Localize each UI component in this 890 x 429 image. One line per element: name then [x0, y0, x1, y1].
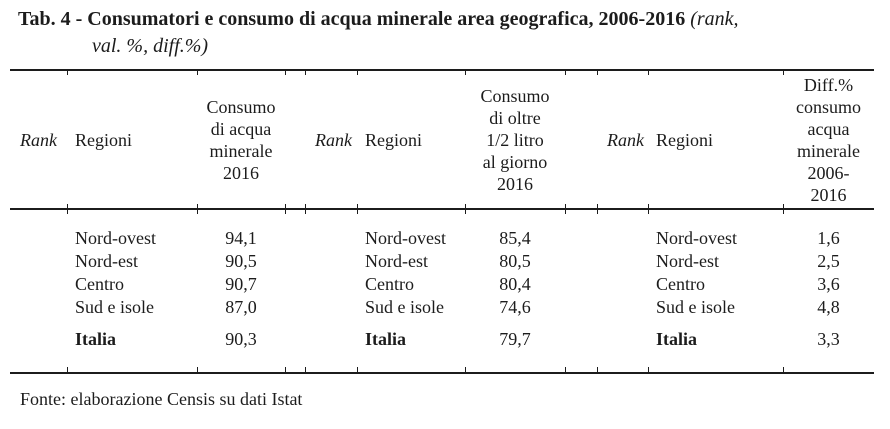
value-cell: 2,5 — [817, 251, 840, 271]
header-row: Rank Regioni Consumo di acqua minerale 2… — [10, 69, 874, 210]
rank-cell — [305, 296, 357, 319]
table-title: Tab. 4 - Consumatori e consumo di acqua … — [0, 0, 890, 60]
region-cell: Nord-ovest — [648, 209, 783, 250]
data-table: Rank Regioni Consumo di acqua minerale 2… — [10, 69, 874, 374]
region-cell: Sud e isole — [656, 297, 735, 317]
data-row: Nord-est 90,5 Nord-est 80,5 Nord-est 2,5 — [10, 250, 874, 273]
rank-cell — [10, 273, 67, 296]
region-cell: Centro — [365, 274, 414, 294]
column-spacer — [565, 273, 597, 296]
region-cell: Nord-est — [365, 251, 428, 271]
rank-cell — [597, 250, 648, 273]
total-region-cell: Italia — [67, 319, 197, 374]
rank-cell — [597, 209, 648, 250]
region-cell: Sud e isole — [75, 297, 154, 317]
column-spacer — [285, 296, 305, 319]
source-note: Fonte: elaborazione Censis su dati Istat — [20, 389, 303, 409]
value-cell: 74,6 — [499, 297, 531, 317]
column-spacer — [565, 209, 597, 250]
value-cell: 3,6 — [817, 274, 840, 294]
rank-header-1: Rank — [10, 69, 67, 210]
column-spacer — [285, 250, 305, 273]
rank-cell — [305, 273, 357, 296]
rank-cell — [10, 250, 67, 273]
value-cell: 87,0 — [225, 297, 257, 317]
consumo-acqua-minerale-header: Consumo di acqua minerale 2016 — [197, 69, 285, 210]
rank-cell — [305, 209, 357, 250]
diff-consumo-header: Diff.% consumo acqua minerale 2006- 2016 — [783, 69, 874, 210]
column-spacer — [285, 319, 305, 374]
region-cell: Centro — [656, 274, 705, 294]
rank-cell — [305, 319, 357, 374]
data-row: Nord-ovest 94,1 Nord-ovest 85,4 Nord-ove… — [10, 209, 874, 250]
region-cell: Nord-ovest — [357, 209, 465, 250]
rank-cell — [597, 296, 648, 319]
region-cell: Nord-est — [656, 251, 719, 271]
rank-cell — [10, 209, 67, 250]
rank-cell — [305, 250, 357, 273]
value-cell: 90,7 — [225, 274, 257, 294]
regioni-header-2: Regioni — [357, 69, 465, 210]
region-cell: Nord-ovest — [67, 209, 197, 250]
value-cell: 1,6 — [783, 209, 874, 250]
column-spacer — [285, 209, 305, 250]
value-cell: 90,5 — [225, 251, 257, 271]
rank-cell — [10, 319, 67, 374]
title-note-line2: val. %, diff.%) — [92, 35, 209, 57]
region-cell: Sud e isole — [365, 297, 444, 317]
column-spacer — [565, 69, 597, 210]
title-main: Tab. 4 - Consumatori e consumo di acqua … — [18, 8, 686, 30]
value-cell: 80,5 — [499, 251, 531, 271]
total-row: Italia 90,3 Italia 79,7 Italia 3,3 — [10, 319, 874, 374]
region-cell: Centro — [75, 274, 124, 294]
rank-cell — [10, 296, 67, 319]
total-region-cell: Italia — [357, 319, 465, 374]
rank-cell — [597, 273, 648, 296]
rank-cell — [597, 319, 648, 374]
value-cell: 94,1 — [197, 209, 285, 250]
column-spacer — [565, 296, 597, 319]
column-spacer — [565, 250, 597, 273]
column-spacer — [285, 273, 305, 296]
title-note-line1: (rank, — [690, 8, 739, 30]
value-cell: 85,4 — [465, 209, 565, 250]
column-spacer — [565, 319, 597, 374]
rank-header-2: Rank — [305, 69, 357, 210]
regioni-header-1: Regioni — [67, 69, 197, 210]
consumo-oltre-mezzo-litro-header: Consumo di oltre 1/2 litro al giorno 201… — [465, 69, 565, 210]
region-cell: Nord-est — [75, 251, 138, 271]
column-spacer — [285, 69, 305, 210]
rank-header-3: Rank — [597, 69, 648, 210]
total-value-cell: 3,3 — [783, 319, 874, 374]
total-region-cell: Italia — [648, 319, 783, 374]
value-cell: 4,8 — [817, 297, 840, 317]
total-value-cell: 79,7 — [465, 319, 565, 374]
value-cell: 80,4 — [499, 274, 531, 294]
regioni-header-3: Regioni — [648, 69, 783, 210]
data-row: Sud e isole 87,0 Sud e isole 74,6 Sud e … — [10, 296, 874, 319]
data-row: Centro 90,7 Centro 80,4 Centro 3,6 — [10, 273, 874, 296]
total-value-cell: 90,3 — [197, 319, 285, 374]
